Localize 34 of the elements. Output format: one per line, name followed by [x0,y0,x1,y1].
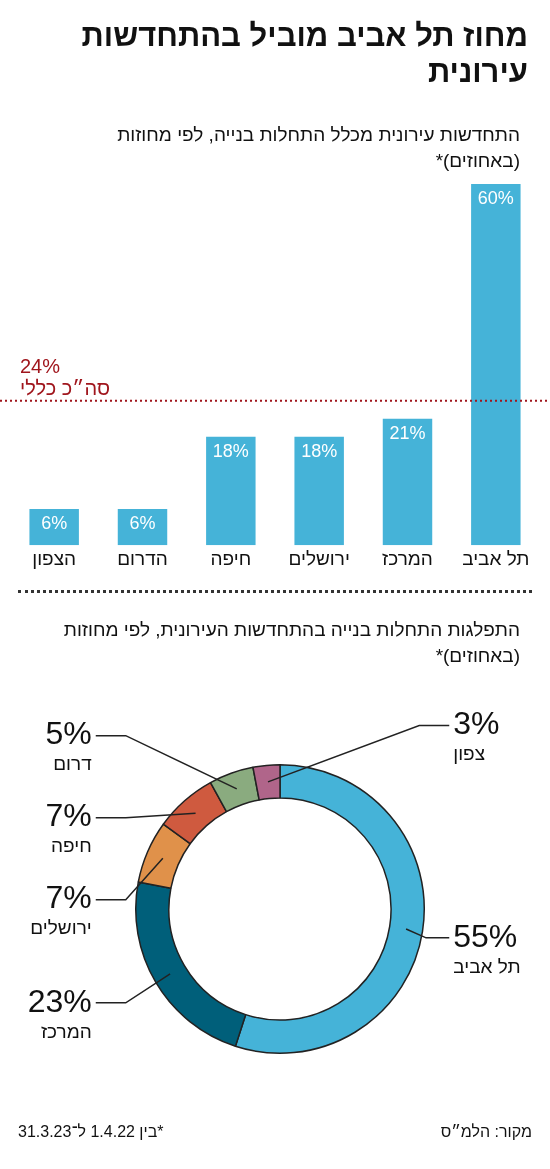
x-tick-label: חיפה [210,547,252,569]
text: מקור: הלמ״ס [440,1123,532,1141]
x-tick-label: ירושלים [288,547,350,569]
x-tick-label: הדרום [117,547,168,569]
slice-label: דרום [53,753,93,775]
bar [294,436,344,546]
data-label: 3% [453,705,500,742]
slice-label: ירושלים [30,917,92,939]
bar [206,436,256,546]
data-label: 6% [41,513,68,534]
slice-label: המרכז [40,1020,92,1042]
x-tick-label: הצפון [32,547,77,569]
x-tick-label: תל אביב [462,547,530,569]
bar [471,184,521,546]
data-label: 5% [45,715,92,752]
slice-label: תל אביב [453,955,521,977]
chart-title: התפלגות התחלות בנייה בהתחדשות העירונית, לפי מחוזות (באחוזים)* [62,618,521,668]
chart-subtitle: התחדשות עירונית מכלל התחלות בנייה, לפי מחוזות (באחוזים)* [116,123,521,173]
data-label: 60% [477,187,514,208]
data-label: 18% [301,440,338,461]
text: *בין 1.4.22 ל־31.3.23 [18,1123,164,1141]
data-label: 23% [27,982,92,1019]
chart-title: מחוז תל אביב מוביל בהתחדשות עירונית [80,17,529,91]
data-label: 21% [389,422,426,443]
slice-label: חיפה [51,835,92,857]
data-label: 55% [453,917,518,954]
x-tick-label: המרכז [382,547,433,569]
bar [382,418,433,546]
data-label: 18% [212,440,249,461]
data-label: 7% [45,879,92,916]
slice-label: צפון [453,743,486,765]
bar [29,509,79,546]
data-label: 6% [129,513,156,534]
data-label: 7% [45,797,92,834]
